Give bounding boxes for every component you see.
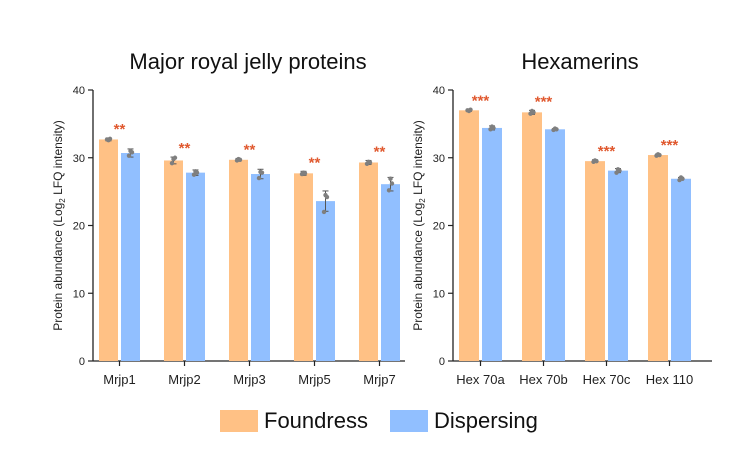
legend-label-foundress: Foundress (264, 408, 368, 433)
replicate-point (554, 127, 559, 132)
legend-item-foundress: Foundress (220, 408, 368, 434)
significance-label: ** (114, 121, 126, 138)
replicate-point (107, 136, 113, 141)
bar-foundress-hex-70c (585, 161, 605, 361)
y-tick-label: 0 (79, 356, 85, 368)
significance-label: ** (309, 154, 321, 171)
replicate-point (302, 171, 308, 176)
bar-dispersing-mrjp2 (186, 172, 205, 361)
y-tick-label: 30 (433, 153, 445, 165)
bar-dispersing-hex-70a (482, 127, 502, 361)
replicate-point (657, 152, 662, 158)
replicate-point (126, 153, 132, 158)
y-tick-label: 20 (73, 221, 85, 233)
y-axis-label-pre: Protein abundance (Log (411, 203, 425, 331)
y-tick-label: 40 (73, 85, 85, 97)
replicate-point (172, 155, 178, 160)
bar-dispersing-mrjp7 (381, 184, 400, 361)
x-tick-label: Mrjp3 (233, 372, 266, 387)
replicate-point (237, 157, 243, 162)
y-tick-label: 20 (433, 221, 445, 233)
replicate-point (259, 170, 265, 175)
bar-foundress-hex-70a (459, 110, 479, 361)
y-tick-label: 10 (73, 288, 85, 300)
significance-label: *** (598, 143, 616, 160)
bar-dispersing-mrjp1 (121, 153, 140, 361)
replicate-point (468, 107, 473, 112)
replicate-point (389, 181, 395, 186)
y-axis-label-pre: Protein abundance (Log (51, 203, 65, 331)
x-tick-label: Hex 70a (456, 372, 505, 387)
bar-dispersing-hex-70b (545, 129, 565, 361)
significance-label: ** (179, 140, 191, 157)
bar-foundress-mrjp7 (359, 162, 378, 361)
x-tick-label: Hex 70c (583, 372, 631, 387)
bar-dispersing-mrjp5 (316, 201, 335, 361)
bar-foundress-mrjp2 (164, 160, 183, 361)
y-axis-label-post: LFQ intensity) (51, 120, 65, 198)
bar-foundress-mrjp1 (99, 139, 118, 361)
significance-label: ** (374, 143, 386, 160)
y-axis-label-sub: 2 (58, 198, 67, 203)
replicate-point (169, 160, 175, 166)
chart-title: Hexamerins (521, 49, 638, 74)
x-tick-label: Mrjp1 (103, 372, 136, 387)
replicate-point (388, 176, 393, 181)
replicate-point (491, 125, 496, 131)
bar-foundress-mrjp5 (294, 173, 313, 361)
replicate-point (594, 158, 599, 164)
x-tick-label: Hex 110 (646, 372, 693, 387)
legend-swatch-dispersing (389, 410, 428, 432)
x-tick-label: Mrjp5 (298, 372, 331, 387)
y-axis-label-post: LFQ intensity) (411, 120, 425, 198)
replicate-point (367, 160, 373, 165)
legend-label-dispersing: Dispersing (433, 408, 538, 433)
replicate-point (321, 209, 327, 215)
replicate-point (680, 176, 685, 181)
replicate-point (386, 188, 392, 193)
replicate-point (256, 175, 262, 181)
y-axis-label: Protein abundance (Log2 LFQ intensity) (411, 120, 427, 331)
y-tick-label: 40 (433, 85, 445, 97)
significance-label: ** (244, 141, 256, 158)
panel-1: Major royal jelly proteins Protein abunda… (51, 49, 405, 387)
bar-foundress-hex-70b (522, 112, 542, 361)
y-tick-label: 0 (439, 356, 445, 368)
panel-2: Hexamerins Protein abundance (Log2 LFQ in… (411, 49, 712, 387)
y-tick-label: 30 (73, 153, 85, 165)
bar-dispersing-hex-70c (608, 170, 628, 361)
x-tick-label: Hex 70b (519, 372, 567, 387)
x-tick-label: Mrjp7 (363, 372, 396, 387)
y-axis-label: Protein abundance (Log2 LFQ intensity) (51, 120, 67, 331)
y-tick-label: 10 (433, 288, 445, 300)
bar-dispersing-hex-110 (671, 178, 691, 361)
y-axis-label-sub: 2 (418, 198, 427, 203)
legend: Foundress Dispersing (220, 408, 560, 434)
replicate-point (129, 150, 135, 155)
significance-label: *** (661, 137, 679, 154)
legend-swatch-foundress (220, 410, 258, 432)
replicate-point (531, 110, 536, 115)
chart-title: Major royal jelly proteins (129, 49, 366, 74)
x-tick-label: Mrjp2 (168, 372, 201, 387)
replicate-point (324, 194, 330, 200)
bar-foundress-hex-110 (648, 155, 668, 361)
bar-foundress-mrjp3 (229, 159, 248, 361)
replicate-point (194, 170, 200, 175)
replicate-point (617, 168, 622, 173)
significance-label: *** (472, 92, 490, 109)
bar-dispersing-mrjp3 (251, 174, 270, 361)
significance-label: *** (535, 93, 553, 110)
legend-item-dispersing: Dispersing (389, 408, 538, 434)
